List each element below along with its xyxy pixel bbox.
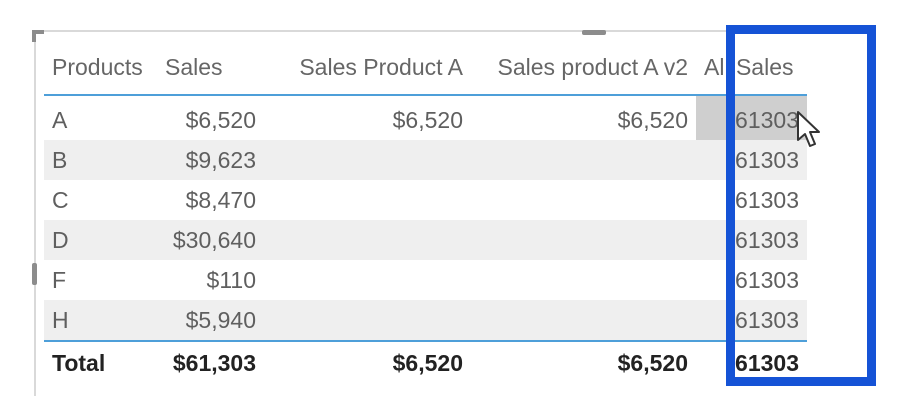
cell-sales-product-a [264,220,471,260]
column-header-products[interactable]: Products [44,40,157,96]
total-all-sales: 61303 [696,340,807,384]
total-sales: $61,303 [157,340,264,384]
header-row: Products Sales Sales Product A Sales pro… [44,40,807,96]
cell-sales-product-a: $6,520 [392,106,463,133]
cell-product: A [52,106,68,133]
table-row: C $8,470 61303 [44,180,807,220]
total-label: Total [44,340,157,384]
cell-product: B [44,140,157,180]
resize-handle-top[interactable] [582,30,606,35]
cell-product: D [44,220,157,260]
mouse-pointer-icon [797,111,820,147]
cell-all-sales-selected[interactable]: 61303 [696,95,807,140]
visual-border-top [34,30,874,32]
cell-sales-product-a [264,300,471,341]
resize-handle-left[interactable] [32,263,37,285]
table-row: B $9,623 61303 [44,140,807,180]
table-row: D $30,640 61303 [44,220,807,260]
cell-sales-product-a [264,260,471,300]
cell-sales-product-a-v2: $6,520 [617,106,688,133]
total-row: Total $61,303 $6,520 $6,520 61303 [44,340,807,384]
cell-product: C [52,186,69,213]
cell-sales: $110 [206,266,256,293]
cell-all-sales[interactable]: 61303 [735,266,799,293]
cell-product: F [52,266,67,293]
cell-sales-product-a-v2 [471,300,696,341]
column-header-all-sales[interactable]: All Sales [696,40,807,96]
cell-sales: $6,520 [185,106,256,133]
resize-handle-corner[interactable] [32,30,44,42]
table-row: H $5,940 61303 [44,300,807,341]
cell-sales: $9,623 [157,140,264,180]
cell-sales-product-a [264,180,471,220]
cell-sales-product-a [264,140,471,180]
cell-sales: $8,470 [185,186,256,213]
cell-all-sales[interactable]: 61303 [696,220,807,260]
cell-sales-product-a-v2 [471,220,696,260]
cell-all-sales[interactable]: 61303 [735,186,799,213]
cell-all-sales[interactable]: 61303 [696,140,807,180]
column-header-sales[interactable]: Sales [157,40,264,96]
total-sales-product-a-v2: $6,520 [471,340,696,384]
cell-product: H [44,300,157,341]
cell-all-sales[interactable]: 61303 [696,300,807,341]
cell-sales: $5,940 [157,300,264,341]
table-row: A $6,520 $6,520 $6,520 61303 [44,95,807,140]
total-sales-product-a: $6,520 [264,340,471,384]
table-row: F $110 61303 [44,260,807,300]
cell-sales-product-a-v2 [471,140,696,180]
cell-sales-product-a-v2 [471,180,696,220]
column-header-sales-product-a-v2[interactable]: Sales product A v2 [471,40,696,96]
visual-border-left [34,30,36,396]
cell-sales-product-a-v2 [471,260,696,300]
column-header-sales-product-a[interactable]: Sales Product A [264,40,471,96]
cell-sales: $30,640 [157,220,264,260]
data-table: Products Sales Sales Product A Sales pro… [44,40,807,384]
